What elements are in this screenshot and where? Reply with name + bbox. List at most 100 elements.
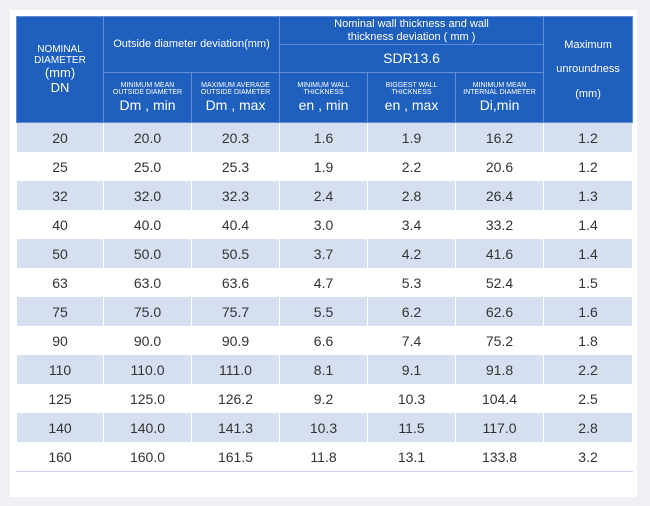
header-max-average-outside-diameter: MAXIMUM AVERAGE OUTSIDE DIAMETER Dm , ma… bbox=[190, 72, 281, 123]
cell-unroundness: 1.4 bbox=[543, 239, 634, 268]
cell-en-max: 5.3 bbox=[367, 268, 457, 297]
header-max-unroundness: Maximum unroundness (mm) bbox=[543, 16, 634, 123]
table-row: 40 40.0 40.4 3.0 3.4 33.2 1.4 bbox=[16, 210, 634, 239]
cell-dn: 110 bbox=[16, 355, 104, 384]
table-row: 90 90.0 90.9 6.6 7.4 75.2 1.8 bbox=[16, 326, 634, 355]
table-row: 32 32.0 32.3 2.4 2.8 26.4 1.3 bbox=[16, 181, 634, 210]
cell-en-min: 2.4 bbox=[279, 181, 369, 210]
header-min-internal-diameter: MINIMUM MEAN INTERNAL DIAMETER Di,min bbox=[455, 72, 545, 123]
header-sdr: SDR13.6 bbox=[279, 44, 545, 73]
cell-en-min: 5.5 bbox=[279, 297, 369, 326]
table-header: NOMINAL DIAMETER (mm) DN Outside diamete… bbox=[16, 16, 634, 123]
cell-di-min: 41.6 bbox=[455, 239, 545, 268]
cell-unroundness: 1.2 bbox=[543, 122, 634, 152]
cell-dm-min: 40.0 bbox=[103, 210, 192, 239]
cell-di-min: 117.0 bbox=[455, 413, 545, 442]
cell-dm-min: 25.0 bbox=[103, 152, 192, 181]
cell-en-max: 9.1 bbox=[367, 355, 457, 384]
cell-dm-max: 141.3 bbox=[190, 413, 281, 442]
table-body: 20 20.0 20.3 1.6 1.9 16.2 1.2 25 25.0 25.3 1.9 2.2 2… bbox=[16, 122, 634, 472]
cell-di-min: 91.8 bbox=[455, 355, 545, 384]
cell-dm-max: 90.9 bbox=[190, 326, 281, 355]
cell-en-min: 11.8 bbox=[279, 442, 369, 472]
cell-unroundness: 1.2 bbox=[543, 152, 634, 181]
cell-unroundness: 3.2 bbox=[543, 442, 634, 472]
cell-dm-max: 20.3 bbox=[190, 122, 281, 152]
cell-en-max: 2.2 bbox=[367, 152, 457, 181]
header-outside-diameter-deviation: Outside diameter deviation(mm) bbox=[102, 16, 281, 73]
cell-dn: 63 bbox=[16, 268, 104, 297]
cell-en-max: 11.5 bbox=[367, 413, 457, 442]
table-row: 50 50.0 50.5 3.7 4.2 41.6 1.4 bbox=[16, 239, 634, 268]
cell-dm-max: 40.4 bbox=[190, 210, 281, 239]
cell-di-min: 26.4 bbox=[455, 181, 545, 210]
cell-dm-min: 75.0 bbox=[103, 297, 192, 326]
header-min-mean-outside-diameter: MINIMUM MEAN OUTSIDE DIAMETER Dm , min bbox=[103, 72, 192, 123]
header-nominal-diameter: NOMINAL DIAMETER (mm) DN bbox=[16, 16, 104, 123]
cell-dn: 25 bbox=[16, 152, 104, 181]
cell-en-max: 13.1 bbox=[367, 442, 457, 472]
cell-di-min: 20.6 bbox=[455, 152, 545, 181]
cell-dn: 32 bbox=[16, 181, 104, 210]
cell-en-min: 6.6 bbox=[279, 326, 369, 355]
cell-unroundness: 1.4 bbox=[543, 210, 634, 239]
cell-en-max: 3.4 bbox=[367, 210, 457, 239]
cell-en-min: 1.9 bbox=[279, 152, 369, 181]
table-row: 160 160.0 161.5 11.8 13.1 133.8 3.2 bbox=[16, 442, 634, 472]
cell-dm-min: 160.0 bbox=[103, 442, 192, 472]
cell-en-min: 3.7 bbox=[279, 239, 369, 268]
cell-en-min: 9.2 bbox=[279, 384, 369, 413]
cell-en-max: 2.8 bbox=[367, 181, 457, 210]
cell-en-min: 10.3 bbox=[279, 413, 369, 442]
cell-dm-min: 140.0 bbox=[103, 413, 192, 442]
table-row: 75 75.0 75.7 5.5 6.2 62.6 1.6 bbox=[16, 297, 634, 326]
cell-di-min: 133.8 bbox=[455, 442, 545, 472]
cell-unroundness: 2.8 bbox=[543, 413, 634, 442]
table-row: 63 63.0 63.6 4.7 5.3 52.4 1.5 bbox=[16, 268, 634, 297]
cell-en-max: 7.4 bbox=[367, 326, 457, 355]
cell-en-max: 10.3 bbox=[367, 384, 457, 413]
table-row: 20 20.0 20.3 1.6 1.9 16.2 1.2 bbox=[16, 122, 634, 152]
cell-dn: 75 bbox=[16, 297, 104, 326]
cell-dn: 125 bbox=[16, 384, 104, 413]
cell-en-min: 3.0 bbox=[279, 210, 369, 239]
cell-en-min: 8.1 bbox=[279, 355, 369, 384]
cell-unroundness: 1.5 bbox=[543, 268, 634, 297]
cell-unroundness: 1.3 bbox=[543, 181, 634, 210]
cell-en-max: 1.9 bbox=[367, 122, 457, 152]
cell-dm-max: 75.7 bbox=[190, 297, 281, 326]
cell-en-max: 6.2 bbox=[367, 297, 457, 326]
table-frame: NOMINAL DIAMETER (mm) DN Outside diamete… bbox=[10, 10, 637, 497]
pipe-spec-table: NOMINAL DIAMETER (mm) DN Outside diamete… bbox=[16, 16, 634, 472]
table-row: 25 25.0 25.3 1.9 2.2 20.6 1.2 bbox=[16, 152, 634, 181]
table-row: 110 110.0 111.0 8.1 9.1 91.8 2.2 bbox=[16, 355, 634, 384]
cell-dm-max: 25.3 bbox=[190, 152, 281, 181]
cell-di-min: 33.2 bbox=[455, 210, 545, 239]
cell-di-min: 16.2 bbox=[455, 122, 545, 152]
cell-dm-min: 125.0 bbox=[103, 384, 192, 413]
cell-dm-min: 110.0 bbox=[103, 355, 192, 384]
cell-unroundness: 2.2 bbox=[543, 355, 634, 384]
cell-unroundness: 1.8 bbox=[543, 326, 634, 355]
cell-dm-min: 90.0 bbox=[103, 326, 192, 355]
table-row: 125 125.0 126.2 9.2 10.3 104.4 2.5 bbox=[16, 384, 634, 413]
cell-dm-min: 63.0 bbox=[103, 268, 192, 297]
cell-dn: 140 bbox=[16, 413, 104, 442]
cell-unroundness: 2.5 bbox=[543, 384, 634, 413]
cell-di-min: 52.4 bbox=[455, 268, 545, 297]
cell-dm-min: 20.0 bbox=[103, 122, 192, 152]
header-max-wall-thickness: BIGGEST WALL THICKNESS en , max bbox=[367, 72, 457, 123]
cell-dn: 20 bbox=[16, 122, 104, 152]
header-wall-thickness-group: Nominal wall thickness and wall thicknes… bbox=[279, 16, 545, 45]
cell-dm-max: 63.6 bbox=[190, 268, 281, 297]
cell-dn: 40 bbox=[16, 210, 104, 239]
cell-en-max: 4.2 bbox=[367, 239, 457, 268]
cell-dm-min: 32.0 bbox=[103, 181, 192, 210]
cell-dn: 90 bbox=[16, 326, 104, 355]
cell-dm-min: 50.0 bbox=[103, 239, 192, 268]
cell-di-min: 75.2 bbox=[455, 326, 545, 355]
cell-dn: 50 bbox=[16, 239, 104, 268]
cell-unroundness: 1.6 bbox=[543, 297, 634, 326]
cell-dn: 160 bbox=[16, 442, 104, 472]
cell-di-min: 104.4 bbox=[455, 384, 545, 413]
